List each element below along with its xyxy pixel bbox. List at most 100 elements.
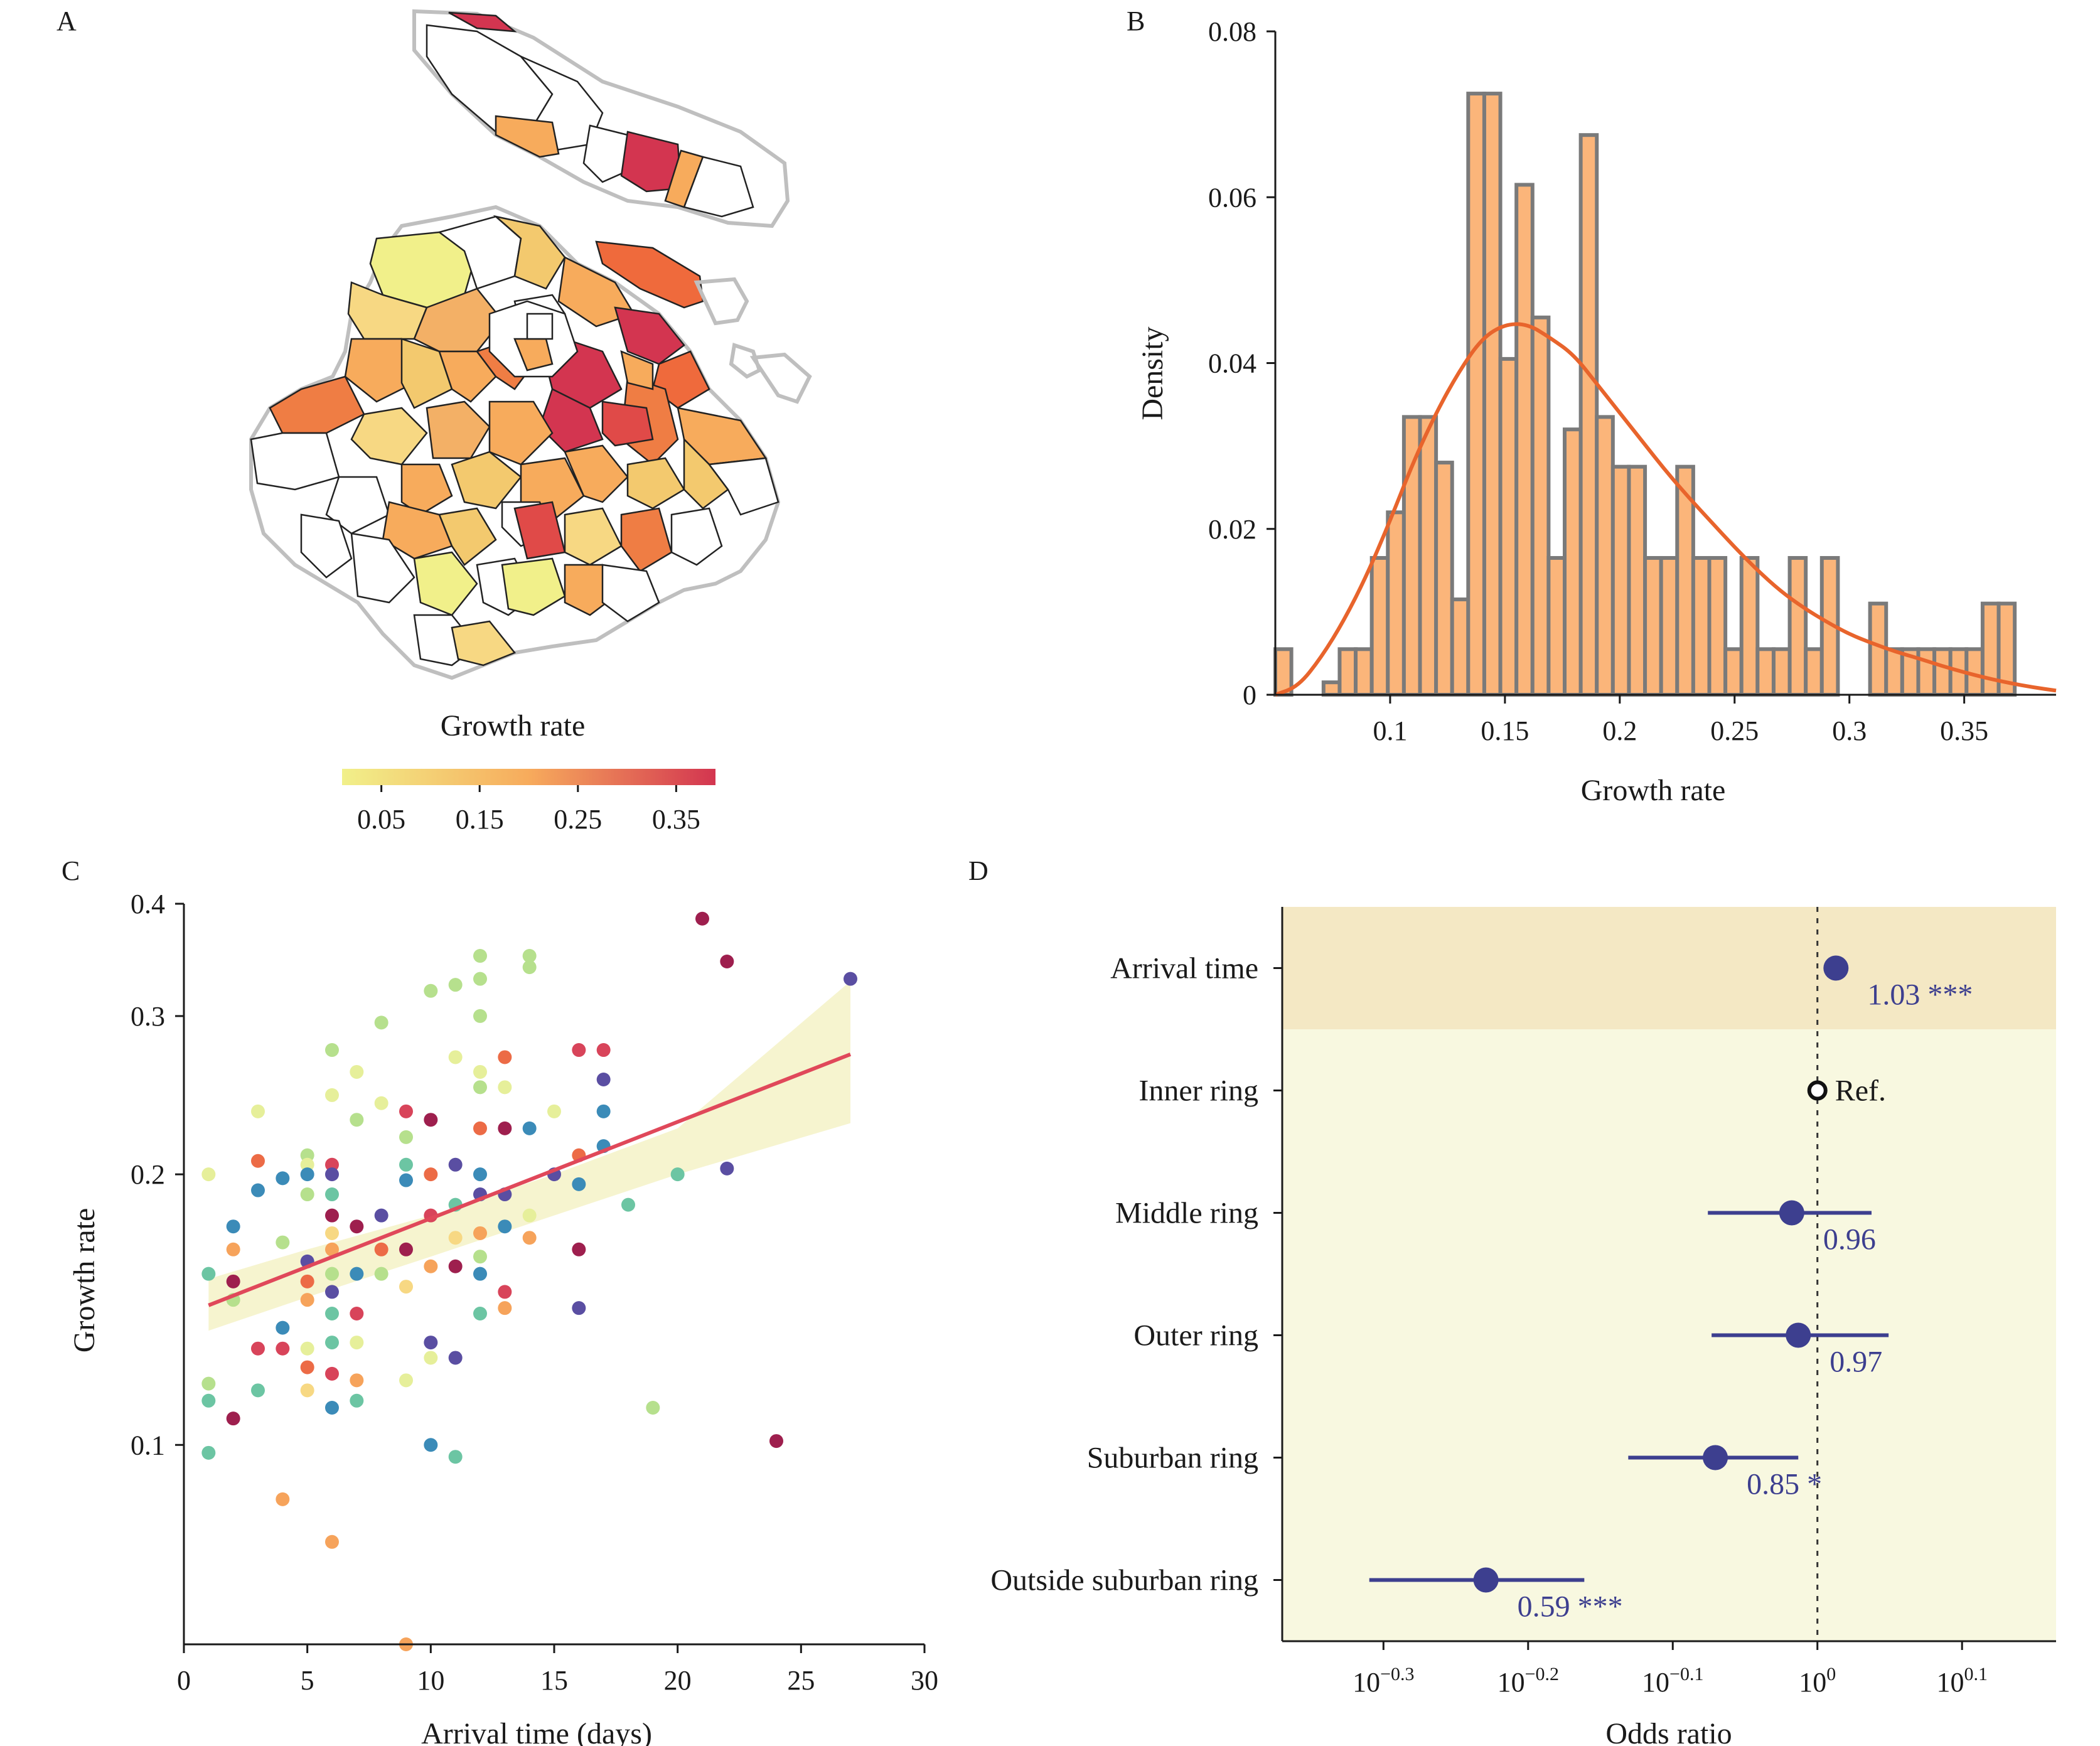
panel-label-d: D bbox=[968, 855, 988, 886]
histogram-bars bbox=[1273, 92, 2017, 697]
scatter-point bbox=[448, 978, 463, 992]
scatter-point bbox=[201, 1167, 216, 1182]
x-tick-label: 5 bbox=[301, 1665, 314, 1696]
scatter-point bbox=[473, 1306, 487, 1320]
odds-ratio-label: 0.96 bbox=[1823, 1223, 1876, 1256]
forest-highlight-band bbox=[1282, 907, 2056, 1029]
scatter-point bbox=[325, 1157, 339, 1172]
scatter-point bbox=[498, 1050, 512, 1064]
scatter-point bbox=[473, 972, 487, 986]
y-tick-label: 0.04 bbox=[1208, 348, 1256, 379]
scatter-point bbox=[473, 1226, 487, 1240]
histogram-bar bbox=[1337, 647, 1358, 697]
colorbar-tick-label: 0.15 bbox=[456, 804, 504, 835]
scatter-point bbox=[670, 1167, 685, 1182]
histogram-bar bbox=[1546, 555, 1567, 697]
forest-row-label: Inner ring bbox=[1138, 1074, 1258, 1108]
histogram-bar bbox=[1578, 133, 1599, 697]
scatter-point bbox=[596, 1073, 611, 1087]
histogram-bar bbox=[1434, 461, 1454, 697]
scatter-point bbox=[226, 1219, 240, 1234]
scatter-point bbox=[522, 1231, 537, 1245]
scatter-point bbox=[226, 1274, 240, 1288]
histogram-bar bbox=[1354, 647, 1374, 697]
colorbar-ticks: 0.05 0.15 0.25 0.35 bbox=[357, 785, 700, 835]
forest-row-label: Outer ring bbox=[1133, 1319, 1258, 1352]
scatter-point bbox=[646, 1400, 660, 1415]
scatter-point bbox=[325, 1400, 339, 1415]
scatter-point bbox=[473, 1121, 487, 1135]
reference-marker bbox=[1807, 1080, 1828, 1101]
x-tick-label: 30 bbox=[911, 1665, 938, 1696]
scatter-point bbox=[300, 1360, 314, 1374]
scatter-point bbox=[276, 1171, 290, 1186]
scatter-point bbox=[350, 1064, 364, 1079]
histogram-bar bbox=[1787, 555, 1808, 697]
scatter-point bbox=[473, 1167, 487, 1182]
scatter-x-ticks: 0 5 10 15 20 25 30 bbox=[177, 1644, 938, 1696]
histogram-bar bbox=[1771, 647, 1792, 697]
scatter-point bbox=[473, 1267, 487, 1281]
scatter-point bbox=[399, 1280, 413, 1294]
scatter-point bbox=[226, 1242, 240, 1256]
histogram-bar bbox=[1450, 597, 1471, 697]
scatter-point bbox=[350, 1267, 364, 1281]
odds-ratio-marker bbox=[1786, 1322, 1811, 1348]
histogram-bar bbox=[1723, 647, 1744, 697]
scatter-point bbox=[424, 983, 438, 998]
y-tick-label: 0.06 bbox=[1208, 182, 1256, 213]
histogram-bar bbox=[1916, 647, 1937, 697]
scatter-point bbox=[251, 1154, 265, 1168]
x-tick-label: 15 bbox=[540, 1665, 568, 1696]
scatter-point bbox=[424, 1167, 438, 1182]
scatter-point bbox=[498, 1301, 512, 1315]
x-tick-label: 10−0.1 bbox=[1642, 1664, 1703, 1698]
scatter-point bbox=[350, 1373, 364, 1388]
scatter-point bbox=[572, 1177, 586, 1191]
y-tick-label: 0.2 bbox=[131, 1159, 165, 1190]
scatter-point bbox=[547, 1104, 561, 1118]
scatter-point bbox=[448, 1450, 463, 1464]
odds-ratio-label: 1.03 *** bbox=[1867, 978, 1973, 1012]
histogram-bar bbox=[1739, 555, 1760, 697]
histogram-bar bbox=[1659, 555, 1679, 697]
scatter-point bbox=[300, 1187, 314, 1202]
scatter-point bbox=[325, 1306, 339, 1320]
colorbar-tick-label: 0.05 bbox=[357, 804, 405, 835]
histogram-bar bbox=[1418, 415, 1438, 697]
colorbar bbox=[342, 769, 715, 785]
scatter-point bbox=[325, 1226, 339, 1240]
scatter-point bbox=[251, 1183, 265, 1197]
scatter-point bbox=[325, 1336, 339, 1350]
scatter-point bbox=[201, 1445, 216, 1460]
scatter-point bbox=[350, 1219, 364, 1234]
scatter-point bbox=[300, 1274, 314, 1288]
scatter-point bbox=[201, 1393, 216, 1408]
scatter-point bbox=[844, 972, 857, 986]
odds-ratio-marker bbox=[1823, 955, 1849, 981]
scatter-point bbox=[448, 1351, 463, 1365]
scatter-point bbox=[201, 1267, 216, 1281]
scatter-point bbox=[448, 1231, 463, 1245]
scatter-point bbox=[251, 1104, 265, 1118]
scatter-point bbox=[325, 1366, 339, 1381]
histogram-bar bbox=[1498, 356, 1519, 697]
x-tick-label: 0.1 bbox=[1373, 715, 1407, 746]
scatter-point bbox=[473, 1080, 487, 1095]
histogram-y-ticks: 0 0.02 0.04 0.06 0.08 bbox=[1208, 16, 1275, 710]
y-tick-label: 0.02 bbox=[1208, 514, 1256, 545]
odds-ratio-label: 0.85 * bbox=[1747, 1468, 1822, 1501]
scatter-point bbox=[325, 1088, 339, 1102]
x-tick-label: 10−0.3 bbox=[1353, 1664, 1414, 1698]
scatter-point bbox=[621, 1197, 635, 1212]
scatter-point bbox=[448, 1050, 463, 1064]
histogram-x-label: Growth rate bbox=[1581, 774, 1726, 807]
histogram-bar bbox=[1884, 647, 1904, 697]
scatter-point bbox=[374, 1267, 388, 1281]
scatter-points bbox=[201, 911, 857, 1651]
histogram-bar bbox=[1627, 464, 1647, 697]
scatter-point bbox=[374, 1208, 388, 1223]
x-tick-label: 0.35 bbox=[1940, 715, 1988, 746]
odds-ratio-label: 0.59 *** bbox=[1518, 1590, 1623, 1624]
